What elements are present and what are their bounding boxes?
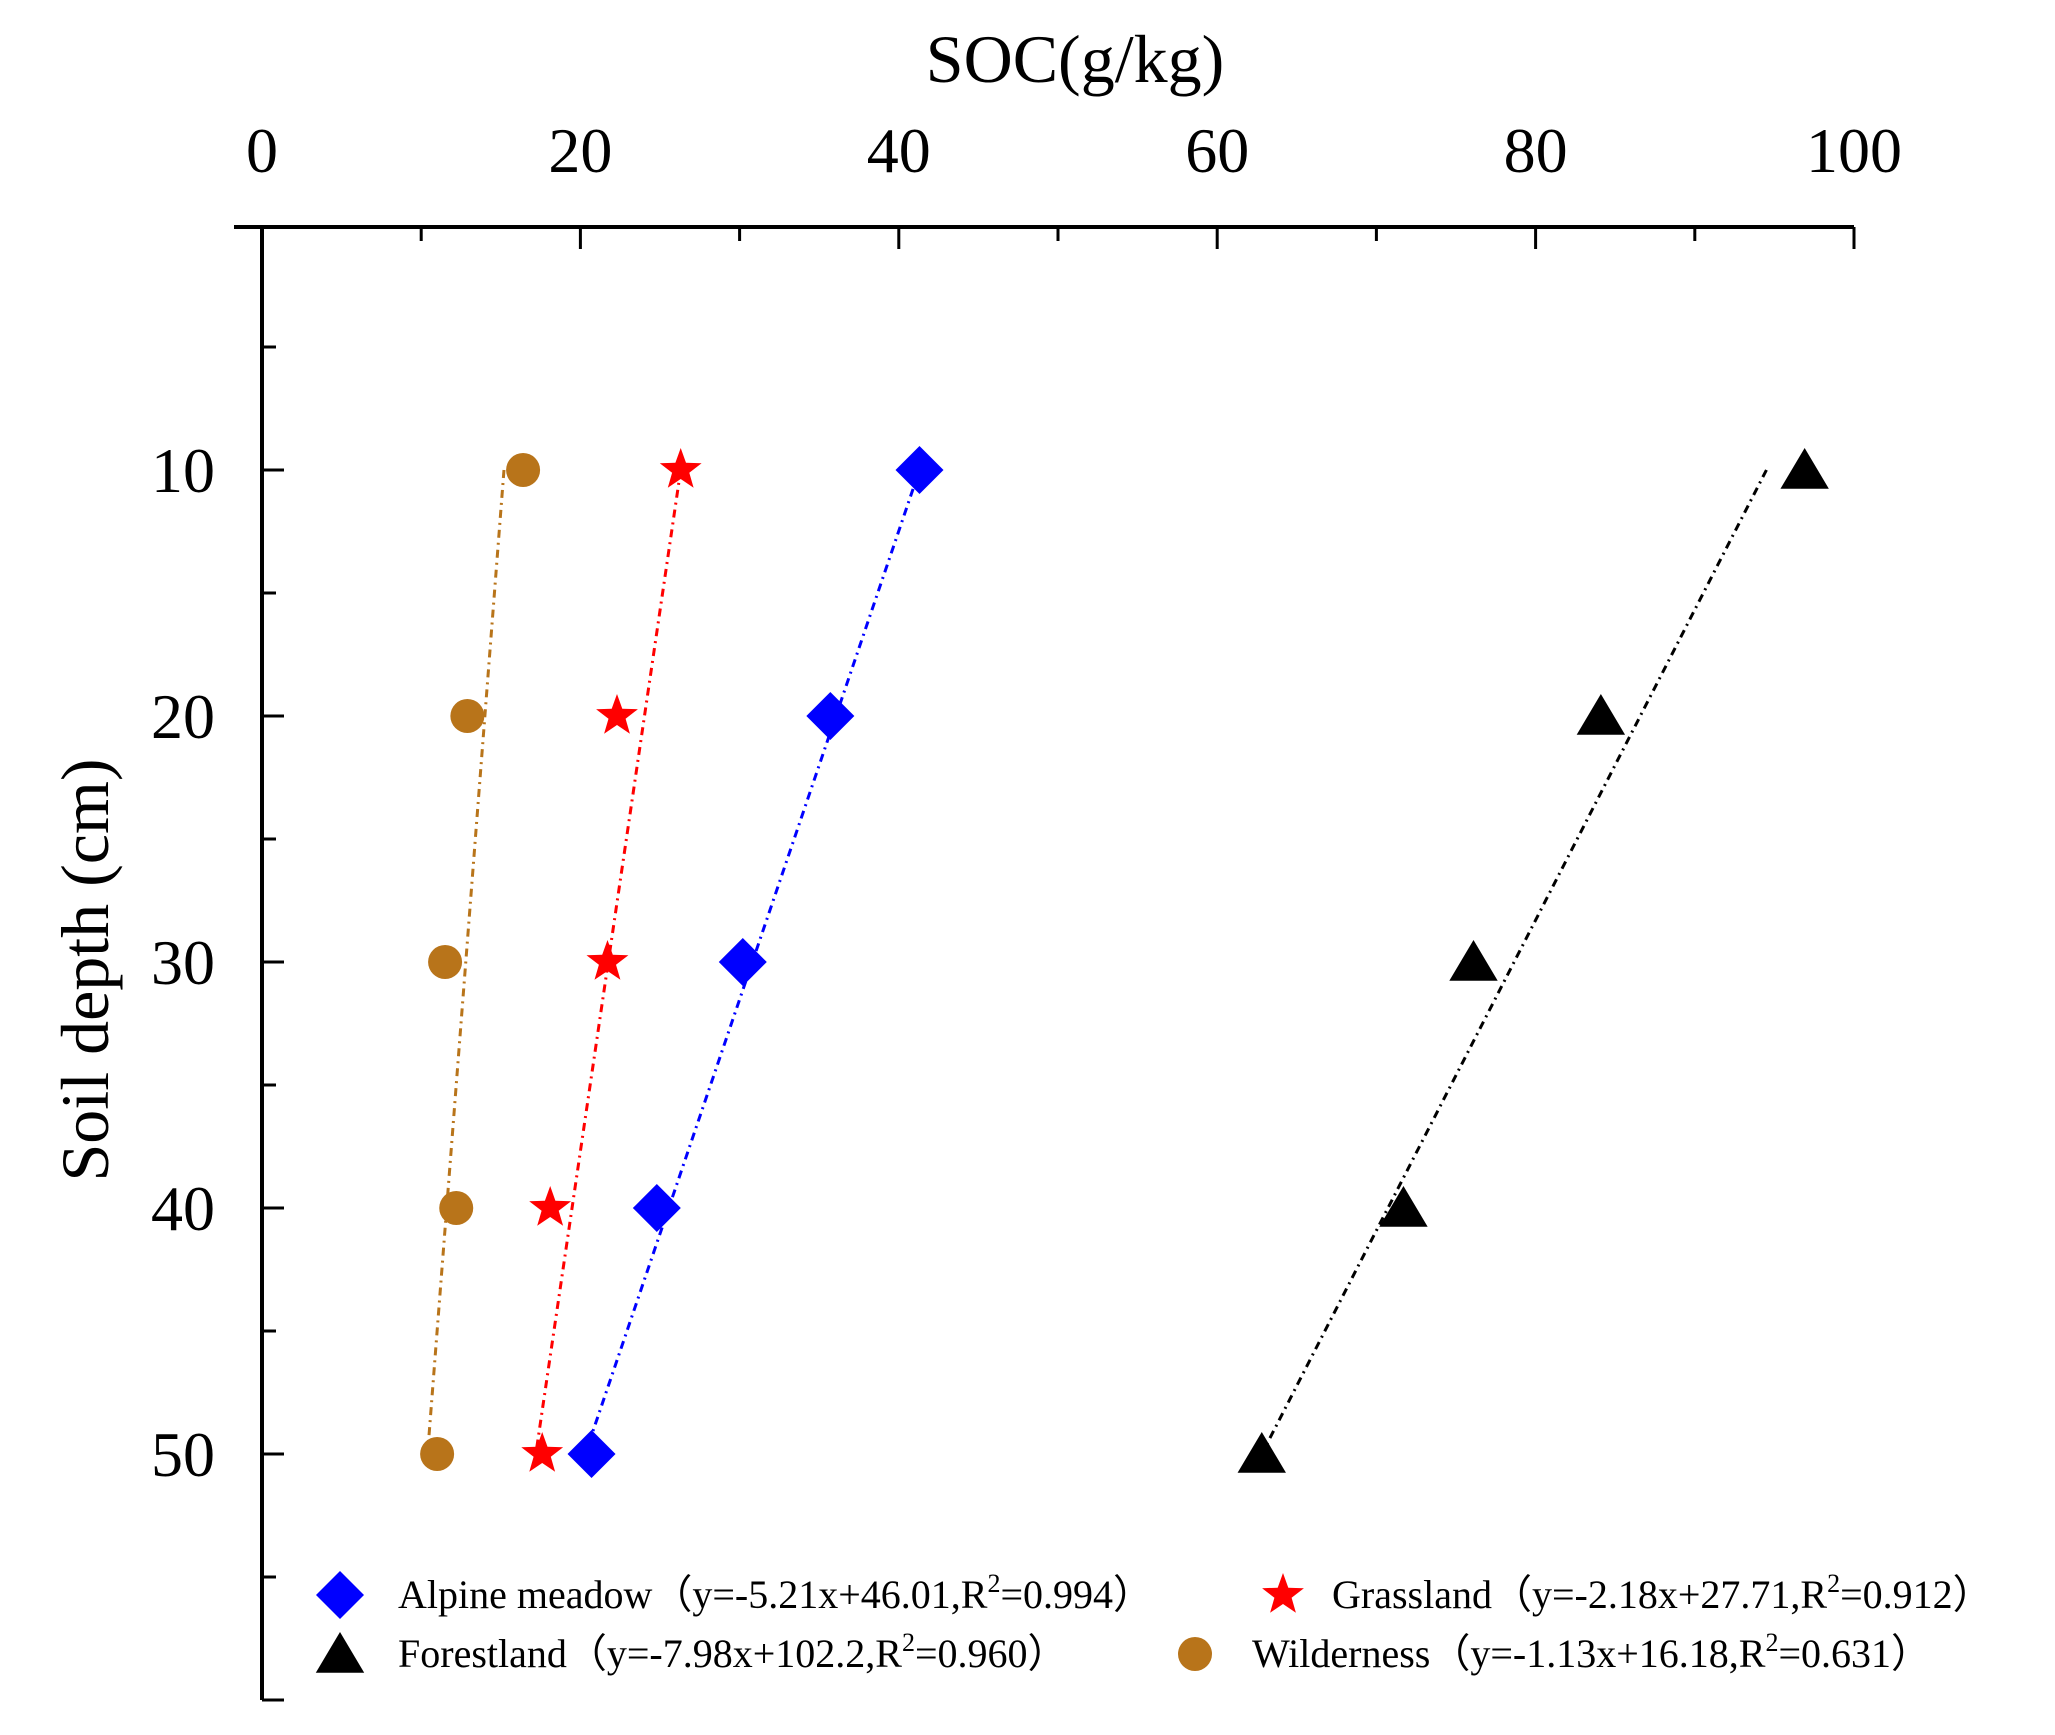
- data-point-wilderness: [428, 945, 463, 979]
- data-point-wilderness: [450, 699, 485, 733]
- data-point-alpine-meadow: [718, 938, 767, 986]
- legend-r2: =0.912）: [1840, 1572, 1993, 1617]
- data-point-forestland: [1379, 1186, 1428, 1227]
- legend-label-forestland: Forestland（y=-7.98x+102.2,R2=0.960）: [398, 1628, 1068, 1676]
- legend-superscript: 2: [902, 1628, 915, 1657]
- data-point-alpine-meadow: [895, 446, 944, 494]
- legend-label-alpine-meadow: Alpine meadow（y=-5.21x+46.01,R2=0.994）: [398, 1569, 1153, 1617]
- legend-r2: =0.631）: [1778, 1631, 1931, 1676]
- fit-line-alpine-meadow: [583, 469, 921, 1455]
- fit-lines: [426, 469, 1768, 1455]
- legend-superscript: 2: [988, 1569, 1001, 1598]
- data-point-forestland: [1576, 694, 1626, 735]
- data-point-wilderness: [506, 453, 541, 487]
- fit-line-grassland: [534, 469, 683, 1455]
- data-point-grassland: [596, 694, 638, 734]
- data-point-alpine-meadow: [632, 1184, 681, 1232]
- legend-marker-grassland: [1262, 1573, 1304, 1613]
- legend-r2: =0.994）: [1001, 1572, 1154, 1617]
- data-point-forestland: [1449, 940, 1498, 981]
- data-point-wilderness: [420, 1437, 455, 1471]
- legend-equation: （y=-7.98x+102.2,R: [567, 1631, 902, 1676]
- y-tick-label: 40: [151, 1173, 215, 1244]
- legend-r2: =0.960）: [915, 1631, 1068, 1676]
- legend-marker-wilderness: [1178, 1637, 1212, 1671]
- legend-superscript: 2: [1765, 1628, 1778, 1657]
- legend-label-grassland: Grassland（y=-2.18x+27.71,R2=0.912）: [1332, 1569, 1993, 1617]
- x-tick-label: 0: [246, 115, 278, 186]
- y-axis-title: Soil depth (cm): [47, 758, 123, 1181]
- x-axis-title: SOC(g/kg): [926, 21, 1224, 97]
- legend-equation: （y=-1.13x+16.18,R: [1430, 1631, 1765, 1676]
- data-point-forestland: [1780, 448, 1829, 489]
- y-tick-label: 30: [151, 927, 215, 998]
- legend-series-name: Alpine meadow: [398, 1572, 652, 1617]
- fit-line-forestland: [1260, 469, 1768, 1455]
- legend-superscript: 2: [1827, 1569, 1840, 1598]
- x-tick-label: 40: [867, 115, 931, 186]
- legend-label-wilderness: Wilderness（y=-1.13x+16.18,R2=0.631）: [1252, 1628, 1931, 1676]
- data-point-grassland: [659, 448, 702, 488]
- legend-marker-alpine-meadow: [316, 1571, 364, 1619]
- data-markers: [420, 446, 1829, 1478]
- axes: 0 20 40 60 80 100 10 20 30 40 50: [151, 115, 1902, 1702]
- legend-series-name: Grassland: [1332, 1572, 1492, 1617]
- fit-line-wilderness: [426, 469, 506, 1455]
- data-point-alpine-meadow: [567, 1430, 616, 1478]
- x-tick-label: 80: [1504, 115, 1568, 186]
- legend-marker-forestland: [315, 1632, 365, 1673]
- legend-series-name: Wilderness: [1252, 1631, 1430, 1676]
- x-tick-label: 20: [548, 115, 612, 186]
- y-tick-label: 20: [151, 681, 215, 752]
- legend-equation: （y=-2.18x+27.71,R: [1492, 1572, 1827, 1617]
- data-point-grassland: [529, 1186, 572, 1226]
- legend-equation: （y=-5.21x+46.01,R: [652, 1572, 987, 1617]
- data-point-wilderness: [439, 1191, 474, 1225]
- data-point-grassland: [521, 1432, 564, 1472]
- legend-series-name: Forestland: [398, 1631, 567, 1676]
- x-tick-label: 60: [1185, 115, 1249, 186]
- legend: Alpine meadow（y=-5.21x+46.01,R2=0.994） Gr…: [315, 1569, 1993, 1676]
- data-point-grassland: [586, 940, 629, 980]
- x-tick-label: 100: [1806, 115, 1902, 186]
- data-point-forestland: [1237, 1432, 1286, 1473]
- data-point-alpine-meadow: [806, 692, 855, 740]
- y-tick-label: 10: [151, 435, 215, 506]
- y-tick-label: 50: [151, 1419, 215, 1490]
